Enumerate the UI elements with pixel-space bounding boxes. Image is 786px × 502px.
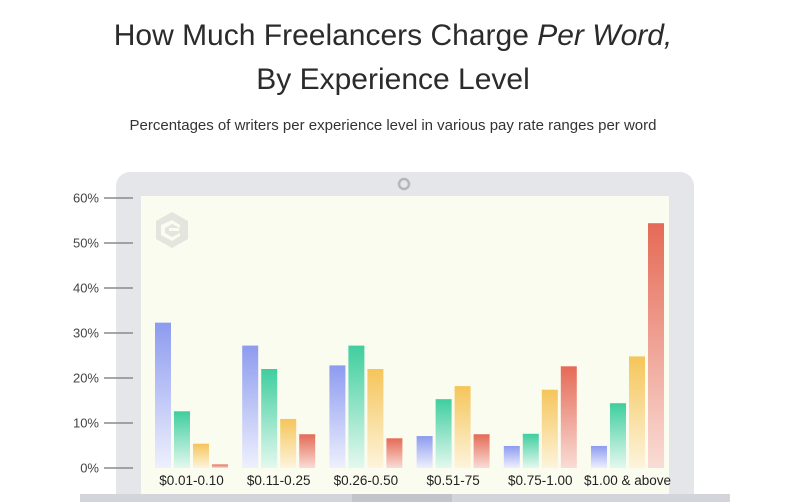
bar-series-3-cat-4 [454, 386, 471, 468]
x-category-label: $0.26-0.50 [334, 473, 399, 488]
bar-series-1-cat-4 [416, 436, 433, 468]
bar-series-2-cat-1 [174, 411, 190, 468]
bar-series-4-cat-4 [473, 434, 490, 468]
bar-series-4-cat-6 [648, 223, 664, 468]
y-tick-label: 60% [73, 191, 99, 206]
chart-title: How Much Freelancers Charge Per Word, By… [0, 14, 786, 102]
y-tick-label: 0% [80, 461, 99, 476]
bar-series-4-cat-3 [386, 438, 403, 468]
bar-series-1-cat-3 [329, 365, 346, 468]
laptop-screen [141, 196, 669, 502]
bar-series-3-cat-1 [193, 443, 209, 468]
y-tick-label: 20% [73, 371, 99, 386]
y-tick-label: 50% [73, 236, 99, 251]
bar-series-1-cat-2 [242, 345, 259, 468]
chart-title-italic: Per Word, [537, 19, 673, 52]
bar-series-2-cat-4 [435, 399, 452, 468]
y-tick-label: 10% [73, 416, 99, 431]
bar-series-4-cat-2 [299, 434, 316, 468]
x-category-label: $0.01-0.10 [159, 473, 224, 488]
bar-series-2-cat-2 [261, 369, 278, 468]
x-category-label: $0.11-0.25 [247, 473, 311, 488]
bar-series-3-cat-5 [541, 389, 558, 468]
bar-series-3-cat-2 [280, 418, 297, 468]
bar-series-2-cat-6 [610, 403, 626, 468]
x-category-label: $0.51-75 [426, 473, 479, 488]
chart-title-text: How Much Freelancers Charge [113, 19, 538, 52]
bar-series-2-cat-5 [522, 433, 539, 468]
x-category-label: $0.75-1.00 [508, 473, 573, 488]
webcam-icon [397, 177, 411, 191]
y-tick-label: 40% [73, 281, 99, 296]
chart-title-line-1: How Much Freelancers Charge Per Word, [0, 14, 786, 58]
bar-series-1-cat-6 [591, 445, 607, 468]
contently-c-logo-icon [156, 212, 188, 248]
y-tick-label: 30% [73, 326, 99, 341]
bar-series-4-cat-1 [212, 464, 228, 468]
bar-series-1-cat-1 [155, 322, 171, 468]
bar-series-4-cat-5 [560, 366, 577, 468]
chart-title-line-2: By Experience Level [256, 63, 530, 96]
chart-subtitle: Percentages of writers per experience le… [129, 117, 657, 134]
bar-series-2-cat-3 [348, 345, 365, 468]
bar-series-1-cat-5 [503, 445, 520, 468]
laptop-base-notch [352, 494, 452, 502]
bar-series-3-cat-6 [629, 356, 645, 468]
bar-series-3-cat-3 [367, 369, 384, 468]
x-category-label: $1.00 & above [584, 473, 671, 488]
